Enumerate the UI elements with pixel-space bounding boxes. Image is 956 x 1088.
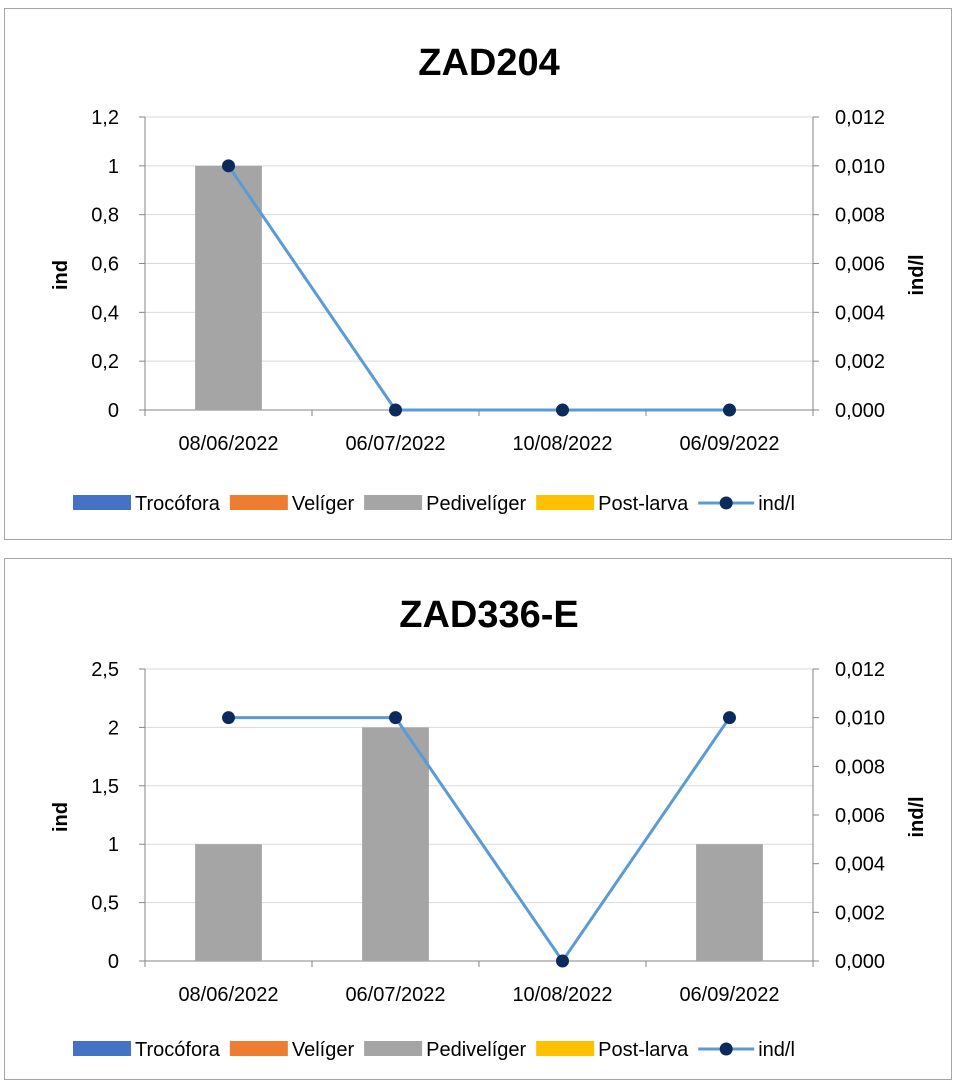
y2-tick-label: 0,012 (835, 659, 885, 681)
y-axis-label: ind (50, 260, 72, 290)
legend: Trocófora Velíger Pedivelíger Post-larva ind… (73, 1039, 795, 1061)
line-point (556, 954, 569, 968)
y-tick-label: 0,4 (91, 302, 119, 324)
y-tick-label: 0,2 (91, 351, 119, 373)
y2-axis-label: ind/l (906, 796, 928, 837)
legend-swatch (73, 1041, 131, 1056)
y-tick-label: 0,6 (91, 254, 119, 276)
bar-pedivelger (362, 727, 429, 961)
legend-label: Pedivelíger (426, 493, 526, 515)
y2-tick-label: 0,000 (835, 400, 885, 422)
line-point (389, 403, 402, 417)
x-tick-label: 06/09/2022 (679, 433, 779, 455)
y-tick-label: 0,8 (91, 205, 119, 227)
line-point (723, 403, 736, 417)
y2-tick-label: 0,004 (835, 302, 885, 324)
x-tick-label: 06/07/2022 (345, 433, 445, 455)
y2-tick-label: 0,008 (835, 205, 885, 227)
y-axis-label: ind (50, 802, 72, 832)
x-tick-label: 06/07/2022 (345, 984, 445, 1006)
legend-label: ind/l (758, 493, 795, 515)
bar-pedivelger (696, 844, 763, 961)
x-tick-label: 10/08/2022 (512, 433, 612, 455)
y-tick-label: 0 (108, 400, 119, 422)
chart-title: ZAD204 (418, 42, 560, 84)
x-tick-label: 10/08/2022 (512, 984, 612, 1006)
y-tick-label: 2 (108, 717, 119, 739)
legend-label: Velíger (292, 1039, 355, 1061)
legend-swatch (364, 495, 423, 510)
y2-tick-label: 0,008 (835, 756, 885, 778)
legend-label: Trocófora (135, 493, 221, 515)
x-tick-label: 06/09/2022 (679, 984, 779, 1006)
legend-label: Velíger (292, 493, 355, 515)
legend-label: Trocófora (135, 1039, 221, 1061)
y2-tick-label: 0,006 (835, 254, 885, 276)
y-tick-label: 0 (108, 951, 119, 973)
y2-tick-label: 0,002 (835, 902, 885, 924)
bar-pedivelger (195, 844, 262, 961)
line-point (556, 403, 569, 417)
legend: Trocófora Velíger Pedivelíger Post-larva ind… (73, 493, 795, 515)
y2-tick-label: 0,002 (835, 351, 885, 373)
line-point (222, 159, 235, 173)
y2-tick-label: 0,004 (835, 854, 885, 876)
legend-label: Post-larva (598, 1039, 689, 1061)
y-tick-label: 1,2 (91, 107, 119, 129)
legend-label: Pedivelíger (426, 1039, 526, 1061)
chart-panel-zad204: ZAD204 ind ind/l 0 0,2 0,4 0,6 0,8 1 1,2 0,000 0… (4, 8, 952, 540)
y-tick-label: 0,5 (91, 893, 119, 915)
legend-marker (719, 496, 733, 510)
y-tick-label: 1,5 (91, 776, 119, 798)
y-tick-label: 1 (108, 156, 119, 178)
legend-swatch (536, 1041, 595, 1056)
legend-swatch (536, 495, 595, 510)
legend-marker (719, 1042, 733, 1056)
chart-panel-zad336e: ZAD336-E ind ind/l 0 0,5 1 1,5 2 2,5 0,000 0,00… (4, 558, 952, 1080)
line-point (222, 711, 235, 725)
y-tick-label: 1 (108, 834, 119, 856)
chart-zad204: ZAD204 ind ind/l 0 0,2 0,4 0,6 0,8 1 1,2 0,000 0… (50, 42, 928, 515)
y2-tick-label: 0,010 (835, 708, 885, 730)
line-ind-l (227, 164, 730, 412)
legend-swatch (364, 1041, 423, 1056)
y-tick-label: 2,5 (91, 659, 119, 681)
line-point (389, 711, 402, 725)
legend-label: ind/l (758, 1039, 795, 1061)
y2-tick-label: 0,010 (835, 156, 885, 178)
y2-tick-label: 0,000 (835, 951, 885, 973)
legend-swatch (73, 495, 131, 510)
chart-title: ZAD336-E (399, 594, 579, 636)
line-point (723, 711, 736, 725)
legend-swatch (229, 1041, 288, 1056)
legend-label: Post-larva (598, 493, 689, 515)
y2-axis-label: ind/l (906, 254, 928, 295)
x-tick-label: 08/06/2022 (178, 433, 278, 455)
y2-tick-label: 0,006 (835, 805, 885, 827)
x-tick-label: 08/06/2022 (178, 984, 278, 1006)
bar-pedivelger (195, 165, 262, 410)
line-ind-l (228, 716, 731, 964)
chart-zad336e: ZAD336-E ind ind/l 0 0,5 1 1,5 2 2,5 0,000 0,00… (50, 594, 928, 1061)
y2-tick-label: 0,012 (835, 107, 885, 129)
legend-swatch (229, 495, 288, 510)
